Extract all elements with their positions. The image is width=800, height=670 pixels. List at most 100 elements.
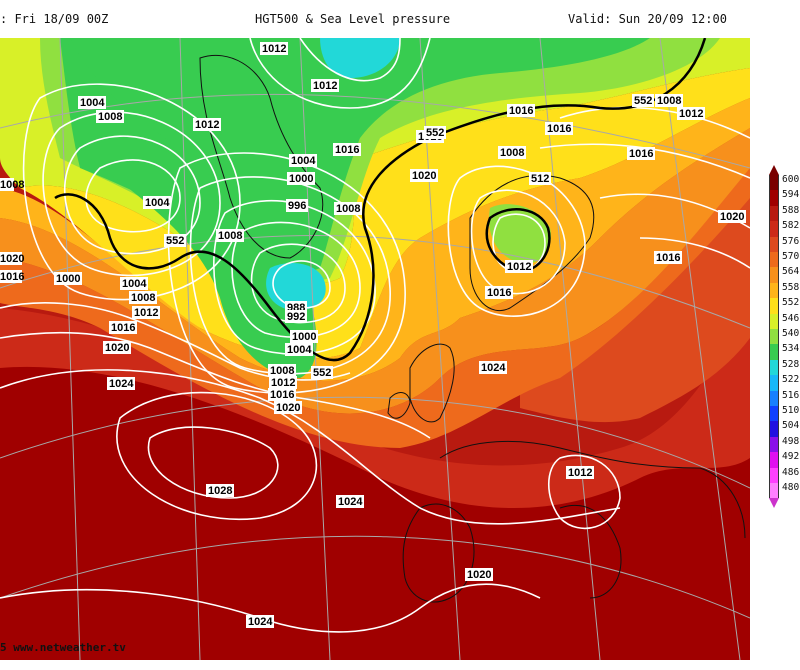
label-992: 992 [285,310,307,323]
label-1016-e: 1016 [545,122,573,135]
legend-label-546: 546 [782,312,800,324]
label-1012-g: 1012 [566,466,594,479]
svg-text:1004: 1004 [122,278,147,290]
label-1016-j: 1016 [0,270,24,283]
legend-row-552: 552 [769,297,800,314]
legend-label-582: 582 [782,220,800,232]
svg-text:1020: 1020 [720,211,744,223]
label-1020-b: 1020 [718,210,746,223]
legend-row-588: 588 [769,204,800,222]
valid-time-label: Valid: Sun 20/09 12:00 [568,12,727,26]
svg-text:1008: 1008 [336,203,360,215]
legend-swatch-588 [769,205,779,222]
label-1000-c: 1000 [290,330,318,343]
legend-row-540: 540 [769,328,800,345]
run-time-label: : Fri 18/09 00Z [0,12,109,26]
legend-swatch-552 [769,298,779,314]
label-1004-c: 1004 [120,277,148,290]
height-field-528-low [266,263,326,311]
legend-row-492: 492 [769,451,800,468]
svg-text:1008: 1008 [0,179,24,191]
svg-text:1024: 1024 [338,496,363,508]
height-field-570 [0,158,750,448]
svg-text:1028: 1028 [208,485,232,497]
legend-label-486: 486 [782,466,800,478]
legend-swatch-480 [769,483,779,499]
svg-text:1004: 1004 [287,344,312,356]
legend-swatch-528 [769,359,779,376]
legend-swatch-558 [769,282,779,299]
label-1016-i: 1016 [485,286,513,299]
label-1020-e: 1020 [465,568,493,581]
legend-row-582: 582 [769,220,800,237]
svg-text:1012: 1012 [568,467,592,479]
label-1016-c: 1016 [507,104,535,117]
label-552-c: 552 [311,366,333,379]
legend-label-588: 588 [782,204,800,216]
legend-swatch-504 [769,421,779,437]
legend-label-522: 522 [782,374,800,386]
label-512: 512 [529,172,551,185]
label-1008-g: 1008 [268,364,296,377]
legend-swatch-582 [769,221,779,237]
legend-swatch-546 [769,313,779,329]
label-1024-b: 1024 [479,361,507,374]
legend-label-558: 558 [782,281,800,293]
svg-text:1024: 1024 [481,362,506,374]
legend-up-arrow [769,165,779,175]
svg-text:1008: 1008 [98,111,122,123]
legend-row-534: 534 [769,343,800,360]
label-996: 996 [286,199,308,212]
svg-text:1016: 1016 [0,271,24,283]
svg-text:1000: 1000 [292,331,316,343]
legend-swatch-516 [769,390,779,406]
svg-text:1012: 1012 [262,43,286,55]
height-legend: 600 594 588 582 576 570 564 558 552 546 540 534 528 5… [769,165,800,510]
legend-swatch-492 [769,452,779,468]
svg-text:1020: 1020 [276,402,300,414]
legend-swatch-600 [769,175,779,191]
height-field-540-scandinavia [489,204,551,264]
weather-map: 1012 1004 1008 1012 1012 1016 1016 1016 … [0,38,750,660]
legend-swatch-564 [769,267,779,283]
label-1028: 1028 [206,484,234,497]
legend-label-480: 480 [782,482,800,493]
legend-label-552: 552 [782,297,800,309]
label-1020-f: 1020 [0,252,24,265]
legend-swatch-486 [769,467,779,483]
label-1016-h: 1016 [268,388,296,401]
svg-text:1004: 1004 [80,97,105,109]
legend-row-570: 570 [769,251,800,268]
legend-row-516: 516 [769,390,800,406]
svg-text:552: 552 [426,127,444,139]
legend-swatch-522 [769,375,779,391]
svg-text:1004: 1004 [291,155,316,167]
label-1008-a: 1008 [96,110,124,123]
label-1008-c: 1008 [334,202,362,215]
svg-text:1016: 1016 [547,123,571,135]
label-552-d: 552 [424,126,446,139]
label-1000-b: 1000 [54,272,82,285]
legend-label-510: 510 [782,405,800,416]
label-552-a: 552 [632,94,654,107]
svg-text:1008: 1008 [131,292,155,304]
label-1016-d: 1016 [627,147,655,160]
svg-text:1000: 1000 [289,173,313,185]
svg-text:1012: 1012 [271,377,295,389]
svg-text:1012: 1012 [134,307,158,319]
chart-title: HGT500 & Sea Level pressure [255,12,451,26]
label-1008-h: 1008 [0,178,24,191]
legend-down-arrow [769,498,779,508]
height-field-558 [0,98,750,381]
svg-text:996: 996 [288,200,306,212]
label-1024-c: 1024 [336,495,364,508]
label-1024-a: 1024 [107,377,135,390]
height-field-588 [0,354,750,660]
legend-row-510: 510 [769,405,800,422]
svg-text:1016: 1016 [270,389,294,401]
svg-text:552: 552 [166,235,184,247]
svg-text:552: 552 [634,95,652,107]
source-credit: 5 www.netweather.tv [0,641,126,654]
label-1012-e: 1012 [132,306,160,319]
label-1008-d: 1008 [498,146,526,159]
